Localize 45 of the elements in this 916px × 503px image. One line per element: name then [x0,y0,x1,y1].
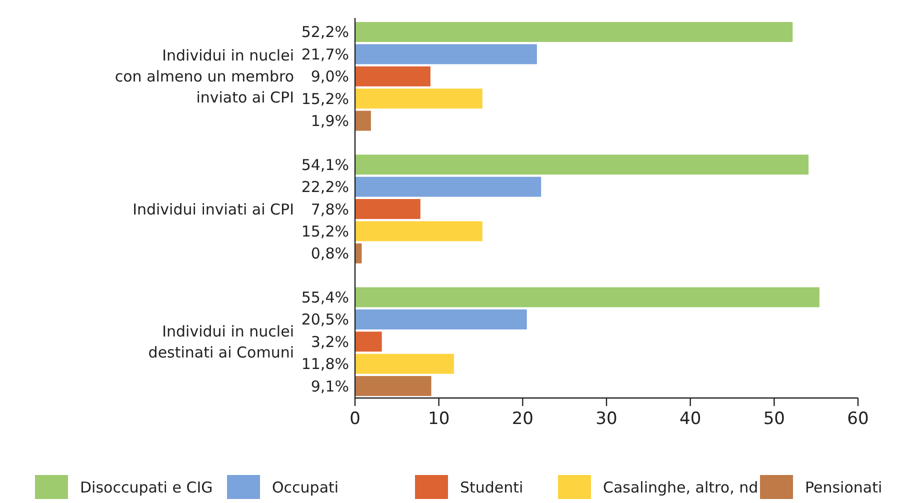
y-tick-label: Individui inviati ai CPI [132,200,294,218]
x-tick-label: 50 [763,409,785,429]
data-label: 15,2% [301,222,349,240]
bar [355,309,527,330]
data-label: 1,9% [310,112,349,130]
data-label: 7,8% [310,200,349,218]
legend-label: Casalinghe, altro, nd [603,478,758,496]
bar [355,332,382,352]
x-tick-label: 30 [596,409,618,429]
legend-label: Pensionati [805,478,882,496]
legend-label: Occupati [272,478,339,496]
bar [355,22,793,42]
data-label: 11,8% [301,355,349,374]
y-tick-label: Individui in nuclei con almeno un membro inviato ai CPI [114,46,294,107]
x-tick-label: 40 [680,409,702,429]
bar [355,154,809,175]
bar [355,88,482,109]
data-label: 21,7% [301,45,349,64]
data-label: 22,2% [301,178,349,196]
legend-label: Studenti [460,478,524,496]
x-tick-label: 0 [350,409,360,429]
x-tick-label: 60 [847,409,869,429]
data-label: 54,1% [301,156,349,174]
data-label: 20,5% [301,310,349,329]
bar [355,287,820,308]
data-label: 3,2% [310,332,349,351]
bar [355,66,430,86]
data-label: 9,1% [310,377,349,396]
bar [355,176,542,197]
data-label: 9,0% [310,68,349,86]
data-label: 52,2% [301,23,349,42]
data-label: 15,2% [301,90,349,108]
x-tick-label: 10 [428,409,450,429]
bar [355,243,362,264]
x-tick-label: 20 [512,409,534,429]
y-tick-label: Individui in nuclei destinati ai Comuni [148,322,294,362]
bar [355,44,537,64]
bar [355,354,454,374]
bar [355,221,482,242]
legend-label: Disoccupati e CIG [80,478,213,496]
bar [355,199,420,219]
bar [355,110,371,131]
data-label: 55,4% [301,288,349,306]
bar [355,376,432,396]
data-label: 0,8% [310,244,349,263]
